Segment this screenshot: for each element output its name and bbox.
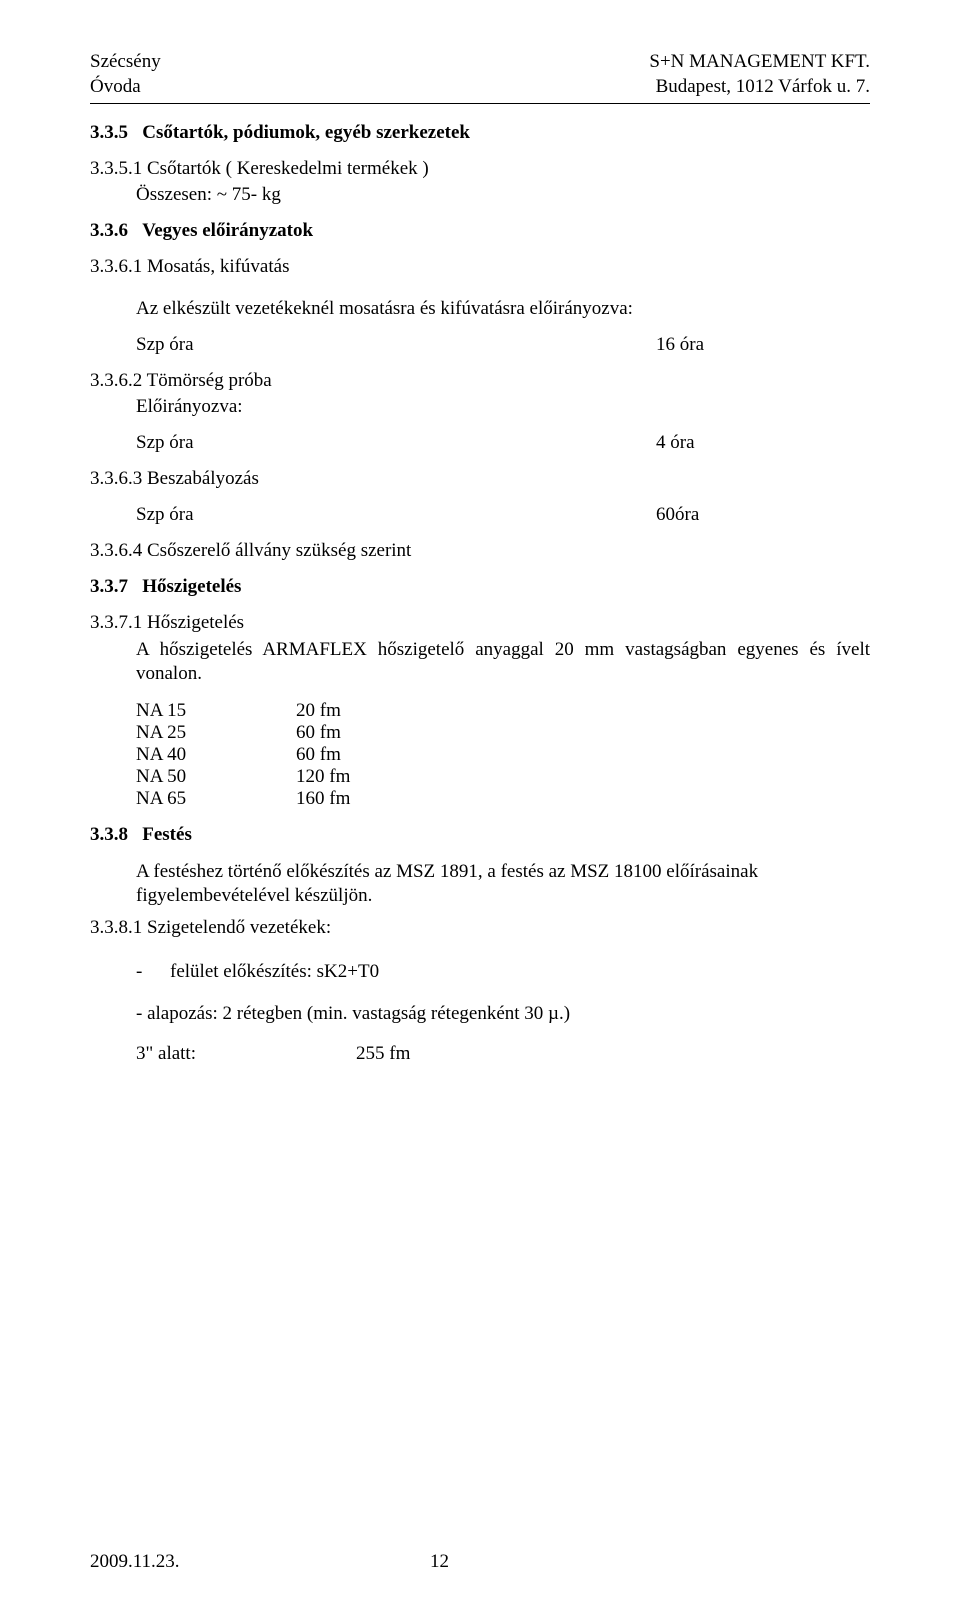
footer-page-number: 12 <box>430 1551 449 1573</box>
line-3363-1: 3.3.6.3 Beszabályozás <box>90 468 870 490</box>
line-3381-1: 3.3.8.1 Szigetelendő vezetékek: <box>90 917 870 939</box>
table-row: NA 65 160 fm <box>136 788 870 810</box>
bullet-dash-icon: - <box>136 961 170 983</box>
cell: NA 25 <box>136 722 296 744</box>
section-3-3-7-title: 3.3.7 Hőszigetelés <box>90 576 870 598</box>
section-3-3-6-2: 3.3.6.2 Tömörség próba Előirányozva: Szp… <box>90 370 870 454</box>
szp-value: 60óra <box>656 504 699 526</box>
cell: 60 fm <box>296 722 341 744</box>
table-row: 3" alatt: 255 fm <box>136 1043 870 1065</box>
section-3-3-8-1: 3.3.8.1 Szigetelendő vezetékek: - felüle… <box>90 917 870 1065</box>
cell: 160 fm <box>296 788 350 810</box>
szp-label: Szp óra <box>90 504 656 526</box>
szp-row-3361: Szp óra 16 óra <box>90 334 870 356</box>
page-header: Szécsény S+N MANAGEMENT KFT. Óvoda Budap… <box>90 50 870 104</box>
footer-date: 2009.11.23. <box>90 1551 430 1573</box>
cell: 255 fm <box>356 1043 410 1065</box>
sec-num: 3.3.7 <box>90 576 128 597</box>
line-3351-2: Összesen: ~ 75- kg <box>90 184 870 206</box>
cell: NA 15 <box>136 700 296 722</box>
para-338: A festéshez történő előkészítés az MSZ 1… <box>90 860 870 908</box>
line-3362-1: 3.3.6.2 Tömörség próba <box>90 370 870 392</box>
header-left-1: Szécsény <box>90 50 161 75</box>
cell: NA 40 <box>136 744 296 766</box>
cell: 60 fm <box>296 744 341 766</box>
section-3-3-6-title: 3.3.6 Vegyes előirányzatok <box>90 220 870 242</box>
section-3-3-8-title: 3.3.8 Festés <box>90 824 870 846</box>
table-3371: NA 15 20 fm NA 25 60 fm NA 40 60 fm NA 5… <box>90 700 870 810</box>
cell: NA 65 <box>136 788 296 810</box>
cell: 120 fm <box>296 766 350 788</box>
para-3371: A hőszigetelés ARMAFLEX hőszigetelő anya… <box>90 638 870 686</box>
line-3364-1: 3.3.6.4 Csőszerelő állvány szükség szeri… <box>90 540 870 562</box>
table-row: NA 40 60 fm <box>136 744 870 766</box>
line-3361-2: Az elkészült vezetékeknél mosatásra és k… <box>90 298 870 320</box>
section-3-3-6-4: 3.3.6.4 Csőszerelő állvány szükség szeri… <box>90 540 870 562</box>
section-3-3-5-1: 3.3.5.1 Csőtartók ( Kereskedelmi terméke… <box>90 158 870 206</box>
page-footer: 2009.11.23. 12 <box>90 1551 870 1573</box>
sec-text: Festés <box>142 824 192 845</box>
bullet-text: felület előkészítés: sK2+T0 <box>170 961 379 983</box>
sec-num: 3.3.5 <box>90 122 128 143</box>
bullet2-text: - alapozás: 2 rétegben (min. vastagság r… <box>90 1003 870 1025</box>
sec-text: Vegyes előirányzatok <box>142 220 313 241</box>
cell: 20 fm <box>296 700 341 722</box>
table-row: NA 25 60 fm <box>136 722 870 744</box>
header-left-2: Óvoda <box>90 75 141 100</box>
cell: NA 50 <box>136 766 296 788</box>
line-3361-1: 3.3.6.1 Mosatás, kifúvatás <box>90 256 870 278</box>
section-3-3-7-1: 3.3.7.1 Hőszigetelés A hőszigetelés ARMA… <box>90 612 870 810</box>
line-3362-2: Előirányozva: <box>90 396 870 418</box>
header-right-2: Budapest, 1012 Várfok u. 7. <box>656 75 870 100</box>
line-3351-1: 3.3.5.1 Csőtartók ( Kereskedelmi terméke… <box>90 158 870 180</box>
sec-text: Csőtartók, pódiumok, egyéb szerkezetek <box>142 122 470 143</box>
szp-label: Szp óra <box>90 432 656 454</box>
szp-row-3362: Szp óra 4 óra <box>90 432 870 454</box>
bullet-row: - felület előkészítés: sK2+T0 <box>90 961 870 983</box>
szp-value: 4 óra <box>656 432 695 454</box>
table-row: NA 50 120 fm <box>136 766 870 788</box>
szp-label: Szp óra <box>90 334 656 356</box>
header-rule <box>90 103 870 104</box>
para-338-text: A festéshez történő előkészítés az MSZ 1… <box>90 860 870 908</box>
szp-value: 16 óra <box>656 334 704 356</box>
sec-text: Hőszigetelés <box>142 576 241 597</box>
section-3-3-6-3: 3.3.6.3 Beszabályozás Szp óra 60óra <box>90 468 870 526</box>
szp-row-3363: Szp óra 60óra <box>90 504 870 526</box>
sec-num: 3.3.6 <box>90 220 128 241</box>
section-3-3-5-title: 3.3.5 Csőtartók, pódiumok, egyéb szerkez… <box>90 122 870 144</box>
header-right-1: S+N MANAGEMENT KFT. <box>649 50 870 75</box>
sec-num: 3.3.8 <box>90 824 128 845</box>
document-page: Szécsény S+N MANAGEMENT KFT. Óvoda Budap… <box>0 0 960 1613</box>
section-3-3-6-1: 3.3.6.1 Mosatás, kifúvatás Az elkészült … <box>90 256 870 356</box>
table-row: NA 15 20 fm <box>136 700 870 722</box>
cell: 3" alatt: <box>136 1043 356 1065</box>
line-3371-1: 3.3.7.1 Hőszigetelés <box>90 612 870 634</box>
table-3381: 3" alatt: 255 fm <box>90 1043 870 1065</box>
